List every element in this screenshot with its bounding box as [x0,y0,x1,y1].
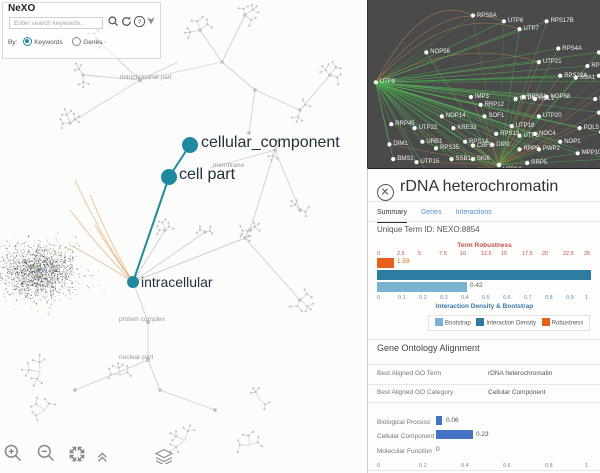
svg-text:?: ? [138,20,142,26]
